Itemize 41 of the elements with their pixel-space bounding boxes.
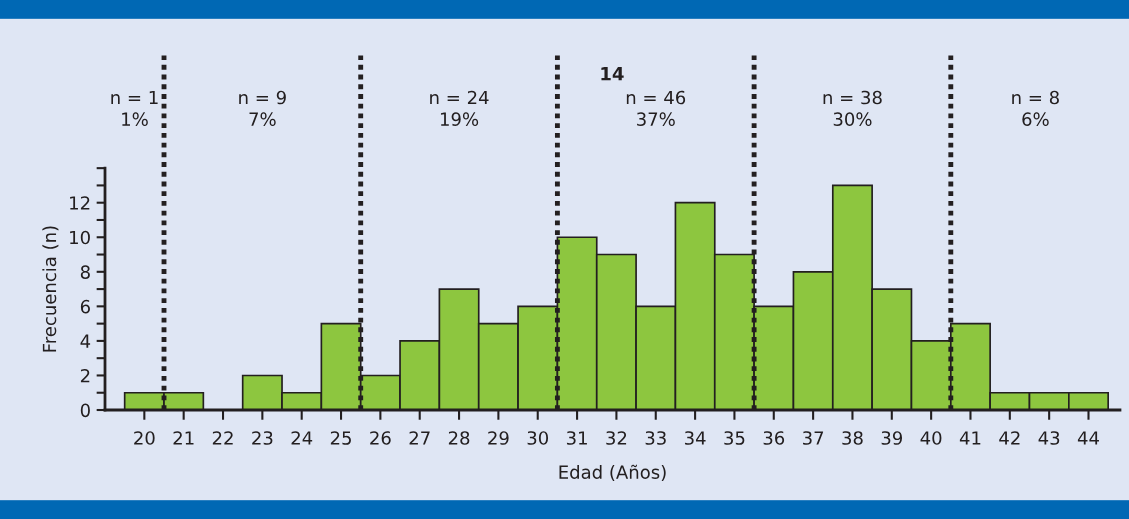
- x-tick-label: 35: [724, 431, 745, 445]
- x-tick-label: 23: [252, 431, 273, 445]
- text: n = 8 6%: [1012, 90, 1059, 126]
- x-tick-label: 39: [881, 431, 903, 445]
- x-tick-label: 32: [606, 431, 627, 445]
- y-tick-label: 12: [70, 196, 90, 210]
- y-tick-label: 6: [80, 299, 90, 314]
- x-axis-title: Edad (Años): [559, 464, 666, 482]
- text: n = 24 19%: [430, 90, 489, 126]
- x-tick-label: 24: [291, 431, 313, 445]
- x-tick-label: 31: [566, 431, 587, 445]
- x-tick-label: 33: [645, 431, 666, 445]
- x-tick-label: 37: [803, 431, 824, 445]
- text: n = 1 1%: [111, 90, 158, 126]
- x-tick-label: 25: [330, 431, 351, 445]
- x-tick-label: 30: [527, 431, 549, 445]
- x-tick-label: 20: [134, 431, 155, 445]
- y-axis-title: Frecuencia (n): [42, 226, 59, 352]
- x-tick-label: 38: [842, 431, 863, 445]
- x-tick-label: 29: [488, 431, 509, 445]
- y-tick-label: 4: [80, 334, 91, 348]
- x-tick-label: 40: [920, 431, 942, 445]
- y-tick-label: 2: [80, 368, 90, 383]
- x-tick-label: 26: [370, 431, 391, 445]
- text: n = 9 7%: [239, 90, 286, 126]
- x-tick-label: 22: [212, 431, 233, 445]
- x-tick-label: 42: [999, 431, 1020, 445]
- text: n = 46 37%: [626, 90, 686, 126]
- y-tick-label: 10: [70, 230, 90, 245]
- x-tick-label: 34: [684, 431, 706, 445]
- x-tick-label: 44: [1077, 431, 1099, 445]
- x-tick-label: 43: [1038, 431, 1060, 445]
- x-tick-label: 41: [959, 431, 981, 445]
- text: n = 38 30%: [823, 90, 882, 126]
- x-tick-label: 36: [763, 431, 785, 445]
- x-tick-label: 21: [173, 431, 194, 445]
- y-tick-label: 0: [80, 403, 90, 418]
- y-tick-label: 8: [80, 265, 90, 279]
- chart-title: 14: [601, 67, 624, 81]
- x-tick-label: 27: [409, 431, 430, 445]
- x-tick-label: 28: [448, 431, 470, 445]
